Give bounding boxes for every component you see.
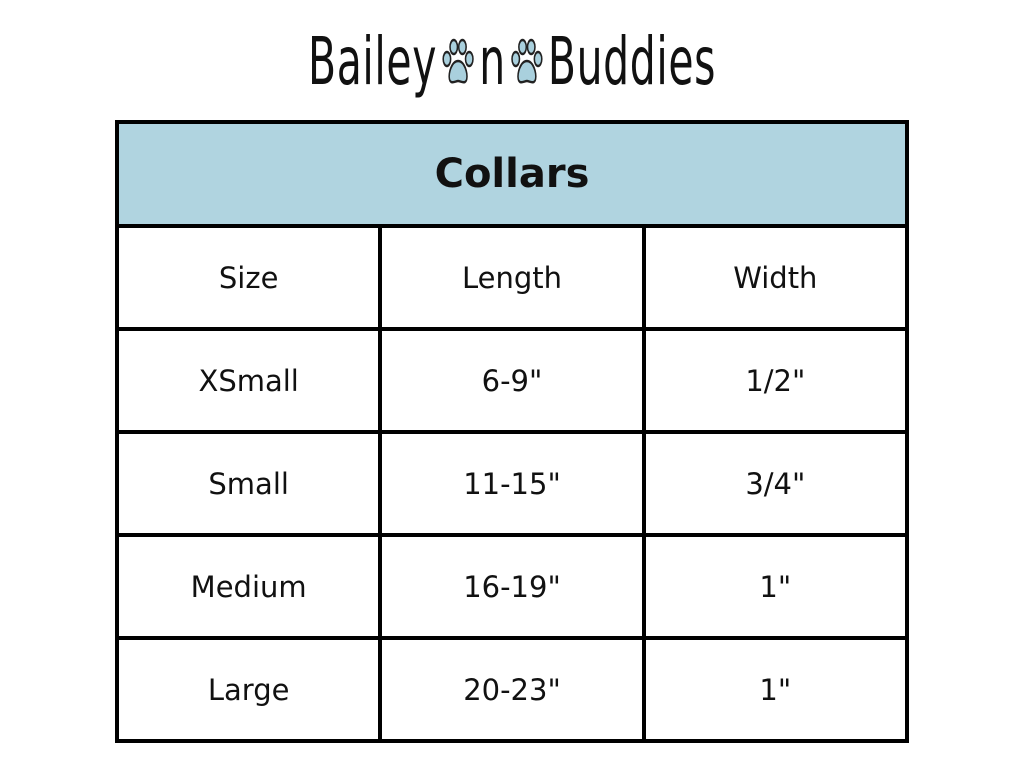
table-row: Small 11-15" 3/4" (114, 430, 910, 537)
size-cell: XSmall (114, 327, 383, 434)
column-header: Size (114, 224, 383, 331)
title-row: Collars (115, 120, 909, 228)
paw-icon (442, 38, 474, 84)
width-cell: 1" (641, 533, 910, 640)
logo-text-bailey: Bailey (307, 23, 437, 100)
table-title: Collars (115, 120, 909, 228)
width-cell: 3/4" (641, 430, 910, 537)
size-chart-table: Collars Size Length Width XSmall 6-9" 1/… (114, 120, 910, 743)
width-cell: 1/2" (641, 327, 910, 434)
table-row: Medium 16-19" 1" (114, 533, 910, 640)
length-cell: 20-23" (378, 636, 646, 743)
size-cell: Small (114, 430, 383, 537)
paw-icon (511, 38, 543, 84)
size-cell: Large (114, 636, 383, 743)
length-cell: 11-15" (378, 430, 646, 537)
length-cell: 16-19" (378, 533, 646, 640)
column-header: Width (641, 224, 910, 331)
brand-logo: Bailey n Buddies (0, 22, 1024, 102)
column-header: Length (378, 224, 646, 331)
size-cell: Medium (114, 533, 383, 640)
header-row: Size Length Width (114, 224, 910, 331)
width-cell: 1" (641, 636, 910, 743)
table-row: Large 20-23" 1" (114, 636, 910, 743)
length-cell: 6-9" (378, 327, 646, 434)
logo-text-n: n (479, 23, 506, 100)
logo-text-buddies: Buddies (547, 23, 717, 100)
table-row: XSmall 6-9" 1/2" (114, 327, 910, 434)
